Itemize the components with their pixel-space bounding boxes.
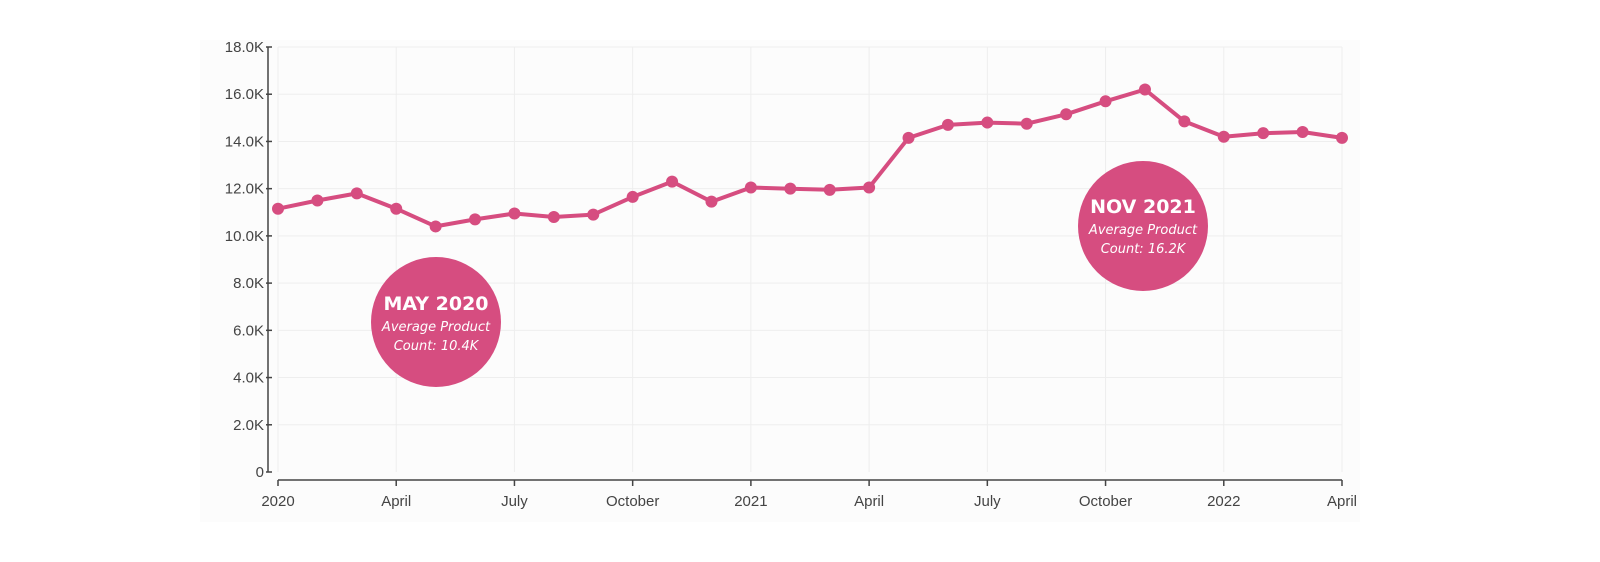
callout-title: MAY 2020 bbox=[383, 293, 488, 315]
data-point bbox=[626, 190, 639, 203]
data-point bbox=[1099, 95, 1112, 108]
y-tick-label: 4.0K bbox=[233, 370, 264, 387]
data-point bbox=[1020, 117, 1033, 130]
data-point bbox=[1178, 115, 1191, 128]
data-point bbox=[547, 211, 560, 223]
data-point bbox=[823, 183, 836, 196]
callout-line-1: Average Product bbox=[381, 320, 491, 335]
callout-line-2: Count: 10.4K bbox=[394, 339, 480, 354]
data-point bbox=[469, 213, 482, 226]
data-point bbox=[784, 182, 797, 195]
data-point bbox=[1138, 83, 1151, 96]
y-tick-label: 18.0K bbox=[225, 39, 264, 56]
data-point bbox=[429, 220, 442, 233]
x-tick-label: April bbox=[854, 493, 884, 510]
y-tick-label: 6.0K bbox=[233, 322, 264, 339]
x-tick-label: April bbox=[1327, 493, 1357, 510]
y-tick-label: 16.0K bbox=[225, 86, 264, 103]
data-point bbox=[981, 116, 994, 129]
data-point bbox=[705, 195, 718, 208]
data-point bbox=[587, 208, 600, 221]
y-axis-ticks: 0 2.0K 4.0K 6.0K 8.0K 10.0K 12.0K 14.0K 16.0K 18.… bbox=[225, 39, 272, 481]
y-tick-label: 8.0K bbox=[233, 275, 264, 292]
x-tick-label: July bbox=[501, 493, 528, 510]
data-point bbox=[272, 202, 284, 215]
data-point bbox=[390, 202, 403, 215]
axes bbox=[267, 47, 1342, 481]
data-points bbox=[272, 83, 1348, 233]
data-point bbox=[1217, 130, 1230, 143]
data-point bbox=[1296, 126, 1309, 138]
data-point bbox=[1336, 131, 1348, 144]
callout-circle bbox=[1078, 161, 1208, 291]
data-point bbox=[508, 207, 521, 220]
data-point bbox=[350, 187, 363, 200]
data-point bbox=[902, 131, 915, 144]
x-tick-label: 2022 bbox=[1207, 493, 1240, 510]
callout-may-2020: MAY 2020 Average Product Count: 10.4K bbox=[371, 257, 501, 387]
data-point bbox=[1060, 108, 1073, 121]
data-point bbox=[744, 181, 757, 194]
callout-line-2: Count: 16.2K bbox=[1101, 242, 1187, 257]
x-tick-label: 2021 bbox=[734, 493, 767, 510]
data-point bbox=[311, 194, 324, 207]
y-tick-label: 12.0K bbox=[225, 181, 264, 198]
data-point bbox=[1257, 127, 1270, 140]
y-tick-label: 2.0K bbox=[233, 417, 264, 434]
y-tick-label: 14.0K bbox=[225, 133, 264, 150]
x-tick-label: July bbox=[974, 493, 1001, 510]
callout-circle bbox=[371, 257, 501, 387]
data-point bbox=[666, 175, 679, 188]
plot-background bbox=[200, 40, 1360, 522]
x-tick-label: 2020 bbox=[261, 493, 294, 510]
x-tick-label: October bbox=[606, 493, 659, 510]
y-tick-label: 0 bbox=[256, 464, 264, 481]
series-line bbox=[276, 87, 1344, 229]
data-point bbox=[941, 118, 954, 131]
x-tick-label: April bbox=[381, 493, 411, 510]
x-axis-ticks: 2020 April July October 2021 April July October… bbox=[261, 480, 1357, 510]
data-point bbox=[863, 181, 876, 194]
callout-line-1: Average Product bbox=[1088, 223, 1198, 238]
x-tick-label: October bbox=[1079, 493, 1132, 510]
callout-nov-2021: NOV 2021 Average Product Count: 16.2K bbox=[1078, 161, 1208, 291]
y-tick-label: 10.0K bbox=[225, 228, 264, 245]
callout-title: NOV 2021 bbox=[1090, 196, 1196, 218]
